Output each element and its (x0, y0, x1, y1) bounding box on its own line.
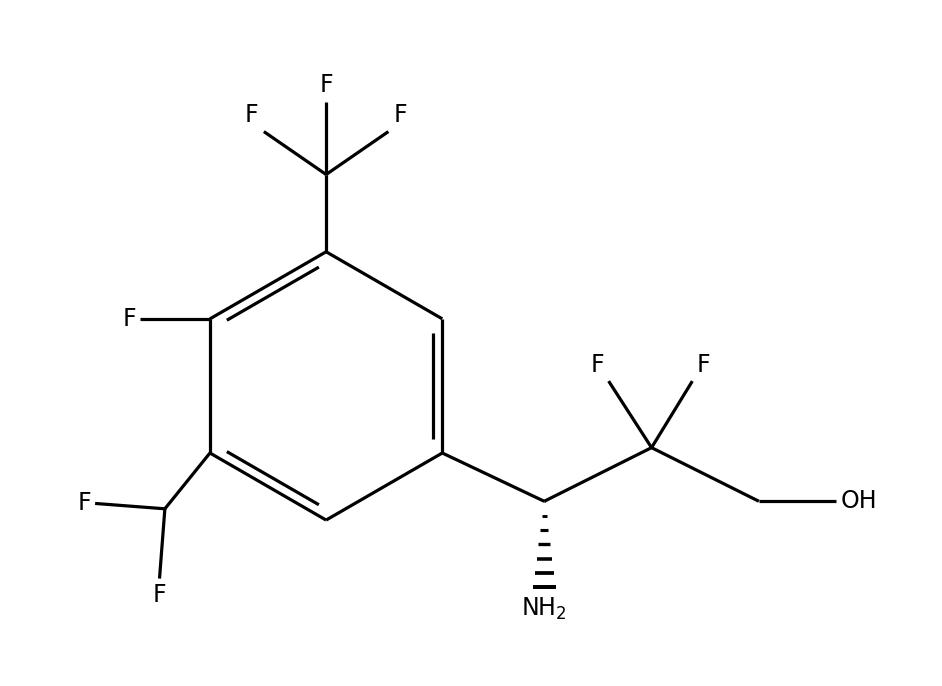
Text: F: F (319, 73, 333, 97)
Text: F: F (153, 583, 167, 607)
Text: F: F (245, 104, 258, 128)
Text: NH$_2$: NH$_2$ (522, 595, 567, 622)
Text: F: F (697, 353, 710, 377)
Text: F: F (394, 104, 407, 128)
Text: OH: OH (840, 489, 877, 513)
Text: F: F (77, 491, 90, 515)
Text: F: F (122, 307, 136, 331)
Text: F: F (591, 353, 605, 377)
